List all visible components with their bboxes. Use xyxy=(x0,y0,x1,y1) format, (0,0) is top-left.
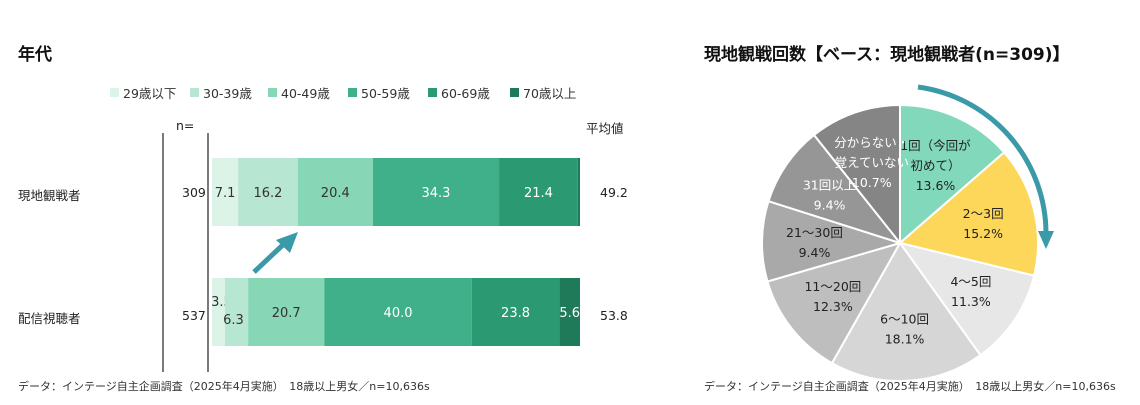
pie-slice-label: 13.6% xyxy=(916,178,956,193)
pie-slice xyxy=(767,133,903,245)
pie-slice xyxy=(766,241,903,365)
pie-slice-label: 9.4% xyxy=(814,197,846,212)
average-value-streaming: 53.8 xyxy=(600,308,628,323)
legend-swatch xyxy=(190,88,199,97)
legend-item: 70歳以上 xyxy=(510,83,576,102)
bar-segment xyxy=(372,158,500,226)
pie-slice-label: 21〜30回 xyxy=(786,225,843,240)
pie-slice-label: 11.3% xyxy=(951,294,991,309)
direction-arrow xyxy=(917,84,1054,249)
bar-segment xyxy=(212,158,239,226)
legend-swatch xyxy=(268,88,277,97)
legend-item: 40-49歳 xyxy=(268,83,330,102)
bar-segment xyxy=(324,278,472,346)
pie-slice-label: 9.4% xyxy=(799,245,831,260)
pie-slice-label: 15.2% xyxy=(963,226,1003,241)
pie-slice-label: 1回（今回が xyxy=(900,138,971,153)
pie-slice-label: 12.3% xyxy=(813,299,853,314)
pie-slice-label: 31回以上 xyxy=(803,177,856,192)
legend-label: 50-59歳 xyxy=(361,86,410,101)
row-label-onsite: 現地観戦者 xyxy=(18,188,81,203)
bar-segment xyxy=(297,158,373,226)
bar-value-label: 5.6 xyxy=(559,306,580,321)
pie-slice-label: 初めて） xyxy=(910,158,960,173)
bar-chart-title: 年代 xyxy=(18,45,52,65)
stacked-bar-chart: 7.1 16.2 20.4 34.3 21.43.56.3 20.7 40.0 23.8 5.6 xyxy=(162,133,580,372)
n-value-streaming: 537 xyxy=(182,308,206,323)
legend-swatch xyxy=(110,88,119,97)
legend-label: 30-39歳 xyxy=(203,86,252,101)
legend-item: 60-69歳 xyxy=(428,83,490,102)
bar-value-label: 40.0 xyxy=(384,306,413,321)
legend-label: 60-69歳 xyxy=(441,86,490,101)
bar-value-label: 20.7 xyxy=(272,306,301,321)
pie-slice-label: 覚えていない xyxy=(835,155,909,170)
average-value-onsite: 49.2 xyxy=(600,185,628,200)
legend-swatch xyxy=(428,88,437,97)
legend-item: 29歳以下 xyxy=(110,83,176,102)
pie-slice-label: 分からない・ xyxy=(834,135,909,150)
legend-swatch xyxy=(348,88,357,97)
pie-slices xyxy=(761,103,1039,382)
legend-label: 29歳以下 xyxy=(123,86,177,101)
pie-slice xyxy=(897,241,1036,357)
pie-slice xyxy=(830,241,982,382)
bar-value-label: 6.3 xyxy=(223,313,244,328)
row-label-streaming: 配信視聴者 xyxy=(18,311,81,326)
bar-group: 7.1 16.2 20.4 34.3 21.43.56.3 20.7 40.0 23.8 5.6 xyxy=(211,158,580,346)
pie-slice-label: 6〜10回 xyxy=(880,311,929,326)
bar-segment xyxy=(471,278,560,346)
n-value-onsite: 309 xyxy=(182,185,206,200)
pie-slice xyxy=(812,103,901,246)
bar-segment xyxy=(248,278,325,346)
legend-item: 30-39歳 xyxy=(190,83,252,102)
pie-chart-title: 現地観戦回数【ベース：現地観戦者(n=309)】 xyxy=(704,45,1070,65)
pie-slice-label: 2〜3回 xyxy=(963,206,1004,221)
comparison-arrow xyxy=(252,232,298,274)
bar-value-label: 23.8 xyxy=(501,306,530,321)
pie-footnote: データ：インテージ自主企画調査（2025年4月実施） 18歳以上男女／n=10,… xyxy=(704,380,1116,393)
bar-segment xyxy=(499,158,578,226)
n-header: n= xyxy=(176,118,195,133)
pie-slice-label: 4〜5回 xyxy=(950,274,991,289)
pie-slice-label: 10.7% xyxy=(852,175,892,190)
pie-slice-label: 18.1% xyxy=(885,331,925,346)
bar-value-label: 20.4 xyxy=(321,186,350,201)
average-header: 平均値 xyxy=(586,121,624,136)
legend-item: 50-59歳 xyxy=(348,83,410,102)
bar-footnote: データ：インテージ自主企画調査（2025年4月実施） 18歳以上男女／n=10,… xyxy=(18,380,430,393)
pie-slice xyxy=(761,199,904,283)
bar-value-label: 21.4 xyxy=(524,186,553,201)
bar-segment xyxy=(577,158,580,226)
bar-value-label: 34.3 xyxy=(421,186,450,201)
pie-slice xyxy=(899,103,1006,246)
bar-value-label: 16.2 xyxy=(253,186,282,201)
bar-value-label: 7.1 xyxy=(215,186,236,201)
pie-slice-label: 11〜20回 xyxy=(804,279,861,294)
bar-segment xyxy=(212,278,225,346)
legend-label: 40-49歳 xyxy=(281,86,330,101)
pie-slice xyxy=(897,150,1039,277)
legend-label: 70歳以上 xyxy=(523,86,577,101)
bar-segment xyxy=(224,278,249,346)
legend-swatch xyxy=(510,88,519,97)
bar-segment xyxy=(559,278,580,346)
bar-segment xyxy=(238,158,298,226)
